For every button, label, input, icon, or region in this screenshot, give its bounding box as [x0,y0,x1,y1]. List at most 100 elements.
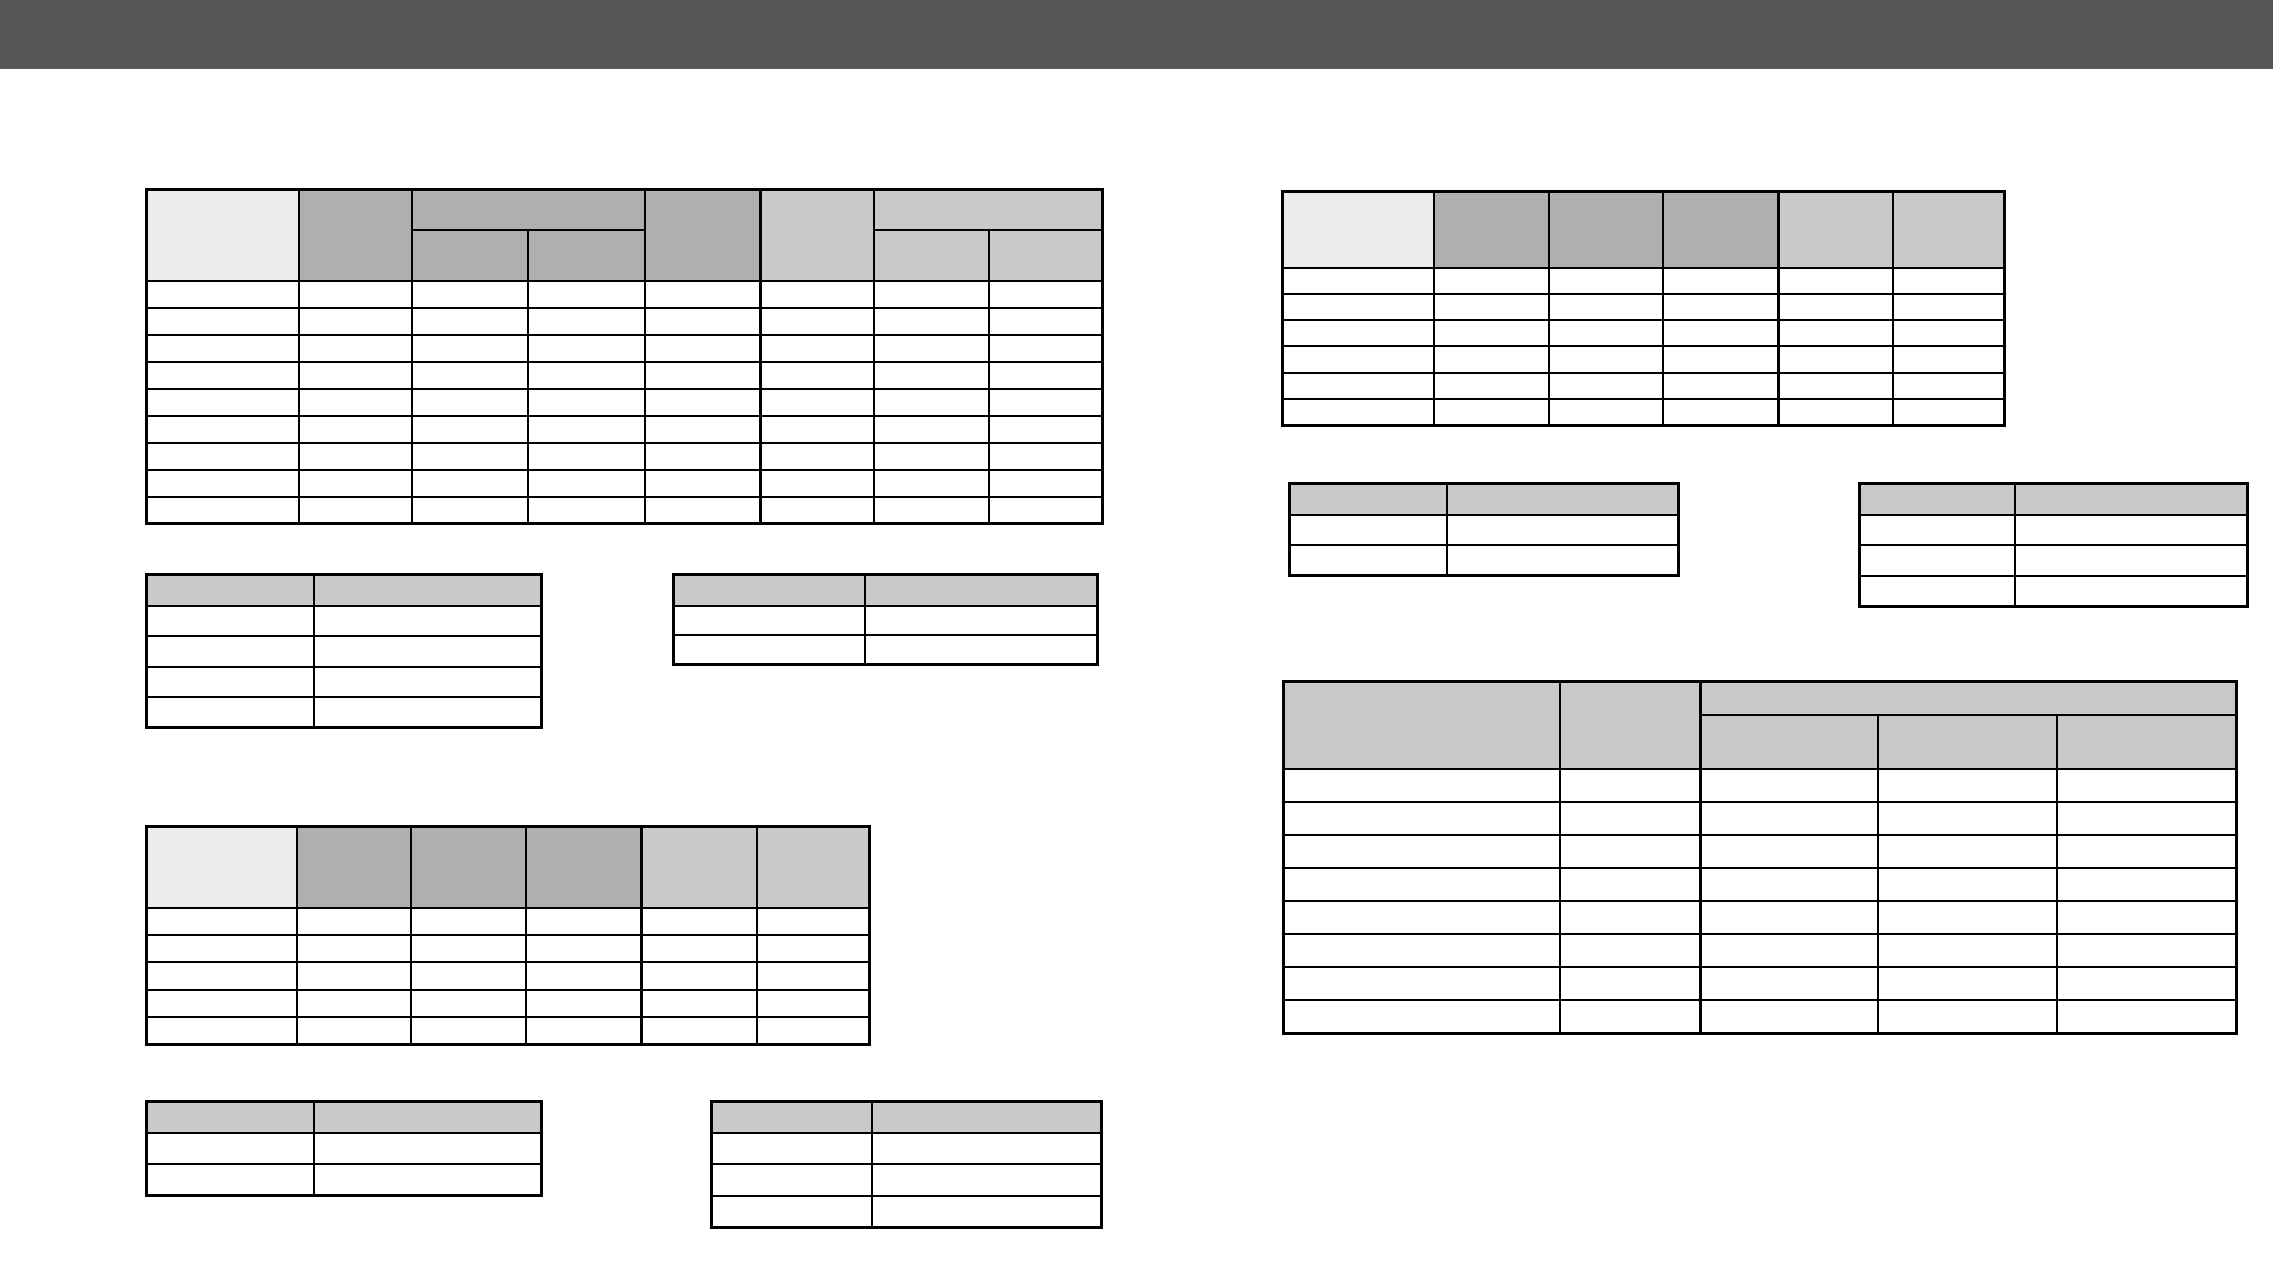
table-row [1281,266,2006,295]
table-cell [872,414,990,444]
header-cell [1281,190,1435,269]
table-cell [863,634,1099,666]
table-cell [1281,371,1435,401]
table-row [1858,544,2249,577]
table-row [1282,767,2238,803]
table-cell [410,360,529,390]
table-cell [758,414,875,444]
table-cell [312,665,543,698]
table-row [710,1131,1103,1166]
table-cell [297,495,413,525]
header-cell [1858,482,2016,516]
table-cell [1661,319,1779,348]
table-row [710,1163,1103,1197]
table-cell [1858,544,2016,577]
header-cell [987,228,1104,282]
table-row [145,387,1104,417]
table-cell [2013,544,2249,577]
table-cell [145,306,300,336]
table-cell [409,988,527,1019]
table-cell [145,906,298,936]
table-cell [1281,398,1435,427]
table-row [145,933,871,964]
header-cell [755,825,871,909]
table-row [145,414,1104,444]
header-cell [295,825,412,909]
header-cell [2013,482,2249,516]
table-cell [755,961,871,991]
table-row [145,1131,543,1165]
table-left-medium [145,825,871,1046]
table-cell [1432,371,1550,401]
table-cell [1288,544,1448,577]
header-cell [410,228,529,282]
table-cell [1776,345,1894,374]
table-right-large [1282,680,2239,1035]
table-row [1858,513,2249,547]
table-cell [758,360,875,390]
table-row [145,468,1104,498]
table-row [145,306,1104,336]
table-cell [145,665,315,698]
table-cell [643,414,761,444]
table-cell [639,1016,758,1046]
table-cell [639,933,758,964]
table-cell [1698,767,1879,803]
table-cell [295,933,412,964]
table-cell [758,387,875,417]
table-right-top [1281,190,2006,427]
table-cell [410,441,529,471]
table-cell [870,1163,1103,1197]
table-cell [312,1163,543,1197]
table-row [145,495,1104,525]
header-cell [410,188,646,231]
table-cell [1858,574,2016,608]
table-cell [1776,266,1894,295]
table-cell [145,1131,315,1165]
table-left-medium-grid [145,825,871,1046]
table-cell [1698,933,1879,969]
table-cell [755,988,871,1019]
table-cell [1661,266,1779,295]
table-cell [1282,966,1561,1002]
table-cell [526,360,646,390]
table-cell [2055,966,2238,1002]
table-row [145,988,871,1019]
table-cell [1432,292,1550,322]
table-cell [1891,398,2006,427]
table-cell [710,1131,873,1166]
table-cell [1891,319,2006,348]
table-cell [1547,292,1664,322]
table-cell [409,1016,527,1046]
table-cell [526,387,646,417]
table-cell [145,933,298,964]
header-cell [1661,190,1779,269]
table-cell [643,333,761,363]
table-cell [1445,513,1680,546]
table-row [145,333,1104,363]
table-cell [987,441,1104,471]
table-left-small-1 [145,573,543,729]
table-row [1281,398,2006,427]
table-cell [1558,966,1701,1002]
table-cell [297,306,413,336]
table-left-small-3-grid [145,1100,543,1197]
header-cell [1698,680,2238,716]
header-cell [1288,482,1448,516]
top-bar [0,0,2273,69]
table-row [1282,833,2238,869]
table-cell [1281,319,1435,348]
table-row [1282,899,2238,936]
header-cell [643,188,761,282]
table-cell [872,360,990,390]
table-cell [2055,800,2238,836]
header-cell [145,188,300,282]
table-row [1282,999,2238,1035]
header-cell [1558,680,1701,770]
table-cell [1432,319,1550,348]
table-cell [410,495,529,525]
table-row [145,635,543,668]
header-cell [297,188,413,282]
table-row [145,665,543,698]
table-row [1282,933,2238,969]
